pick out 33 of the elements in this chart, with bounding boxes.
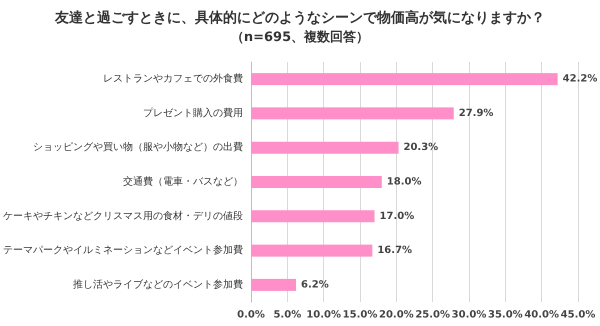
y-tick-label: ショッピングや買い物（服や小物など）の出費	[33, 141, 243, 154]
y-tick-label: ケーキやチキンなどクリスマス用の食材・デリの値段	[3, 210, 243, 222]
data-label: 20.3%	[404, 142, 438, 154]
data-label: 18.0%	[386, 176, 422, 188]
bar	[251, 107, 454, 120]
chart-subtitle: （n=695、複数回答）	[230, 29, 370, 45]
y-tick-label: プレゼント購入の費用	[143, 106, 243, 119]
y-tick-label: 交通費（電車・バスなど）	[123, 176, 243, 188]
bar	[251, 210, 375, 222]
x-tick-label: 30.0%	[452, 310, 486, 320]
data-label: 27.9%	[458, 108, 494, 119]
bar	[251, 244, 372, 257]
x-tick-label: 10.0%	[306, 310, 342, 320]
x-tick-label: 0.0%	[237, 310, 265, 320]
x-tick-label: 15.0%	[342, 310, 378, 320]
data-label: 17.0%	[380, 210, 414, 222]
x-tick-label: 25.0%	[415, 310, 450, 320]
bar	[251, 142, 399, 154]
data-label: 42.2%	[562, 74, 598, 85]
y-tick-label: テーマパークやイルミネーションなどイベント参加費	[3, 244, 243, 256]
data-label: 16.7%	[377, 245, 412, 256]
y-tick-label: 推し活やライブなどのイベント参加費	[73, 278, 243, 290]
x-tick-label: 5.0%	[273, 310, 302, 320]
y-tick-label: レストランやカフェでの外食費	[103, 72, 243, 85]
data-label: 6.2%	[301, 279, 329, 290]
x-tick-label: 35.0%	[488, 310, 523, 320]
bar	[251, 278, 296, 291]
x-tick-label: 40.0%	[524, 310, 560, 320]
bar	[251, 73, 558, 86]
x-tick-label: 20.0%	[378, 310, 414, 320]
bar	[251, 176, 382, 188]
x-tick-label: 45.0%	[560, 310, 596, 320]
chart-title: 友達と過ごすときに、具体的にどのようなシーンで物価高が気になりますか？	[54, 9, 545, 26]
